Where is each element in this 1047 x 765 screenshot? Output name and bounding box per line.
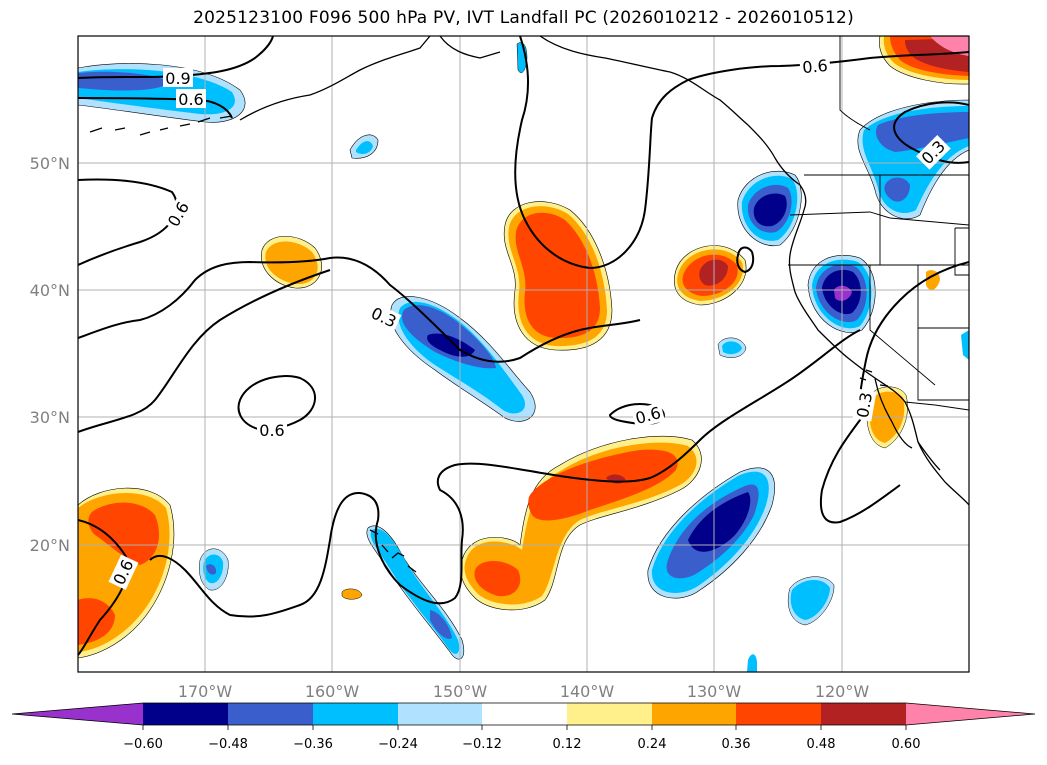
lon-label-130: 130°W [687, 682, 742, 701]
pos-anomaly-small-3 [341, 588, 363, 600]
contour-0.6-closed-low [237, 375, 316, 431]
contour-0.9-bering [78, 36, 274, 79]
neg-anomaly-small-6 [747, 654, 757, 672]
alaska-canada-border [839, 36, 871, 131]
bc-coast [747, 124, 807, 211]
colorbar-label-4: −0.24 [378, 737, 418, 752]
colorbar-bin-royal [228, 703, 313, 725]
neg-anomaly-central [390, 296, 536, 422]
lat-label-50: 50°N [30, 154, 70, 173]
contour-label-0.6-c: 0.6 [257, 421, 287, 440]
graticule [78, 36, 969, 672]
contour-label-0.3-c: 0.3 [852, 388, 877, 422]
neg-anomaly-subtropical [647, 467, 775, 599]
colorbar-extend-max [906, 703, 1035, 725]
colorbar-label-1: −0.60 [123, 737, 163, 752]
us-west-coast [788, 209, 969, 506]
svg-text:0.9: 0.9 [165, 69, 190, 88]
colorbar-bin-navy [143, 703, 228, 725]
neg-anomaly-pnw [737, 170, 802, 247]
colorbar-label-10: 0.60 [892, 737, 921, 752]
neg-anomaly-small-4 [787, 576, 835, 626]
contour-0.3-main [78, 256, 641, 363]
aleutian-islands [89, 115, 233, 136]
colorbar-bin-pale-yellow [567, 703, 652, 725]
neg-anomaly-rockies [857, 99, 969, 360]
colorbar-label-8: 0.36 [722, 737, 751, 752]
neg-anomaly-small-1 [349, 134, 379, 159]
alaska-coast [239, 36, 749, 126]
state-border-ca-nv [869, 265, 936, 386]
lon-label-160: 160°W [305, 682, 360, 701]
lon-label-170: 170°W [178, 682, 233, 701]
state-border-misc [954, 227, 969, 276]
svg-text:0.6: 0.6 [633, 403, 663, 428]
svg-text:0.6: 0.6 [178, 90, 203, 109]
mexico-coast [917, 441, 941, 471]
colorbar-label-9: 0.48 [807, 737, 836, 752]
colorbar-ticks [142, 725, 907, 730]
colorbar-label-3: −0.36 [293, 737, 333, 752]
state-border-az [917, 328, 969, 401]
colorbar-label-7: 0.24 [638, 737, 667, 752]
pos-anomaly-canada [879, 36, 969, 85]
colorbar: −0.60 −0.48 −0.36 −0.24 −0.12 0.12 0.24 … [11, 702, 1036, 752]
contour-label-0.9: 0.9 [163, 68, 193, 88]
pos-anomaly-northeast-pacific [503, 201, 613, 351]
contour-0.3-southern [149, 329, 861, 618]
lon-label-150: 150°W [433, 682, 488, 701]
us-mexico-border [904, 401, 969, 411]
longitude-labels: 170°W 160°W 150°W 140°W 130°W 120°W [178, 682, 870, 701]
colorbar-bin-orange-red [736, 703, 821, 725]
map-title: 2025123100 F096 500 hPa PV, IVT Landfall… [193, 8, 854, 28]
colorbar-label-5: −0.12 [462, 737, 502, 752]
colorbar-extend-min [12, 703, 143, 725]
lat-label-20: 20°N [30, 536, 70, 555]
shading-layer [78, 36, 969, 672]
contour-0.6-small-loop [736, 246, 755, 274]
svg-text:0.6: 0.6 [259, 421, 284, 440]
lon-label-120: 120°W [815, 682, 870, 701]
baja-peninsula [874, 377, 913, 449]
lat-label-30: 30°N [30, 408, 70, 427]
coastlines [89, 36, 969, 573]
map-frame [77, 35, 970, 673]
contour-0.3-baja [820, 261, 969, 524]
contour-label-0.6-d: 0.6 [631, 402, 666, 429]
svg-text:0.6: 0.6 [802, 56, 829, 77]
contour-0.3-east [893, 101, 969, 164]
pos-anomaly-small-2 [674, 245, 747, 306]
latitude-labels: 50°N 40°N 30°N 20°N [30, 154, 70, 555]
lon-label-140: 140°W [560, 682, 615, 701]
neg-anomaly-hawaii [366, 525, 465, 660]
contour-0.6-ridge [78, 269, 331, 433]
colorbar-bin-sky [313, 703, 398, 725]
contour-label-0.6-a: 0.6 [176, 89, 206, 109]
svg-text:0.3: 0.3 [853, 391, 876, 419]
hawaii-islands [369, 529, 417, 573]
lat-label-40: 40°N [30, 281, 70, 300]
colorbar-bin-white [482, 703, 567, 725]
pos-anomaly-small-4 [926, 270, 940, 291]
colorbar-bin-pale-blue [398, 703, 482, 725]
contour-0.6-northwest [78, 178, 178, 266]
neg-anomaly-small-3 [199, 548, 229, 591]
colorbar-label-2: −0.48 [208, 737, 248, 752]
political-borders [788, 36, 969, 411]
neg-anomaly-small-5 [717, 337, 747, 358]
contour-label-0.6-e: 0.6 [799, 55, 831, 78]
colorbar-bin-orange [652, 703, 736, 725]
colorbar-label-6: 0.12 [553, 737, 582, 752]
state-border-wa-or [789, 211, 969, 226]
colorbar-bin-firebrick [821, 703, 906, 725]
